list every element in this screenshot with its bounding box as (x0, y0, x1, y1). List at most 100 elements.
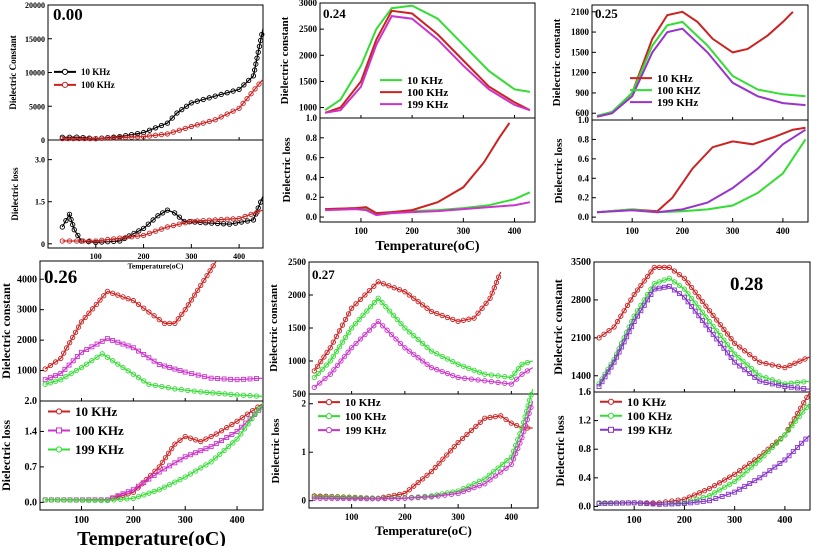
loss-data-point (747, 481, 753, 486)
eps-data-point (188, 100, 194, 106)
eps-series-line-0 (598, 266, 811, 369)
loss-data-point (329, 495, 335, 502)
loss-data-point (487, 477, 493, 483)
eps-data-point (644, 273, 651, 280)
loss-data-point (620, 500, 625, 506)
loss-data-point (440, 456, 446, 462)
loss-series-line-0 (45, 403, 264, 501)
loss-data-point (778, 436, 784, 442)
loss-data-point (752, 478, 758, 484)
eps-data-point (99, 338, 105, 344)
loss-tick-label: 0.8 (578, 134, 590, 144)
eps-data-point (661, 284, 667, 290)
eps-data-point (732, 340, 738, 346)
loss-data-point (244, 411, 251, 417)
eps-data-point (757, 378, 763, 384)
temperature-unit-text: (oC) (447, 523, 472, 538)
loss-data-point (711, 483, 718, 489)
loss-data-point (208, 433, 214, 440)
loss-tick-label: 1.2 (579, 416, 592, 427)
loss-data-point (519, 435, 525, 441)
legend-marker (325, 427, 333, 434)
loss-data-point (777, 461, 783, 466)
eps-data-point (601, 331, 607, 337)
loss-tick-label: 0.0 (578, 212, 590, 222)
eps-data-point (201, 277, 207, 284)
eps-tick-label: 1400 (571, 371, 591, 382)
loss-data-point (525, 403, 531, 409)
loss-data-point (363, 496, 370, 502)
loss-data-point (317, 495, 323, 501)
composition-label: 0.28 (730, 274, 763, 295)
eps-data-point (167, 365, 173, 370)
eps-data-point (621, 339, 627, 345)
legend-label: 10 KHz (627, 395, 667, 409)
eps-data-point (483, 300, 489, 306)
eps-data-point (360, 312, 366, 318)
eps-data-point (58, 371, 64, 377)
eps-data-point (135, 374, 142, 381)
loss-data-point (234, 418, 240, 424)
eps-data-point (195, 372, 201, 378)
eps-data-point (174, 110, 180, 116)
eps-data-point (491, 285, 497, 291)
eps-data-point (390, 312, 397, 318)
eps-tick-label: 1000 (288, 356, 307, 366)
eps-data-point (182, 307, 188, 313)
eps-data-point (345, 349, 351, 355)
eps-data-point (130, 297, 136, 304)
loss-data-point (700, 498, 706, 504)
loss-data-point (70, 221, 76, 228)
eps-tick-label: 2100 (571, 333, 591, 344)
eps-data-point (599, 379, 605, 385)
loss-tick-label: 0 (41, 240, 45, 249)
loss-data-point (803, 404, 810, 410)
loss-data-point (146, 490, 152, 496)
eps-data-point (253, 61, 259, 67)
loss-data-point (161, 484, 168, 490)
eps-data-point (164, 131, 171, 137)
loss-data-point (757, 475, 763, 481)
loss-plot-frame (319, 117, 536, 223)
eps-data-point (146, 355, 152, 361)
eps-data-point (104, 336, 110, 342)
legend-label: 100 KHz (407, 87, 448, 99)
x-tick-label: 300 (178, 515, 193, 526)
eps-series-line-0 (44, 260, 217, 370)
eps-data-point (194, 98, 200, 104)
eps-data-point (775, 379, 782, 385)
loss-data-point (182, 220, 189, 226)
eps-data-point (221, 376, 227, 382)
x-tick-label: 400 (776, 226, 790, 236)
eps-data-point (218, 114, 224, 120)
loss-data-point (761, 453, 767, 459)
eps-data-point (519, 371, 525, 377)
eps-data-point (471, 315, 477, 321)
eps-data-point (109, 290, 116, 296)
loss-data-point (170, 222, 177, 229)
eps-data-point (721, 337, 727, 343)
loss-data-point (772, 464, 778, 470)
eps-data-point (728, 335, 734, 342)
eps-series-line-0 (313, 271, 502, 372)
eps-data-point (402, 325, 408, 331)
loss-data-point (388, 495, 395, 502)
eps-data-point (179, 106, 185, 113)
eps-data-point (371, 283, 377, 289)
eps-data-point (641, 302, 647, 308)
loss-data-point (156, 469, 162, 475)
loss-data-point (136, 483, 141, 489)
loss-tick-label: 0.2 (306, 192, 318, 202)
x-tick-label: 100 (90, 252, 102, 261)
loss-data-point (218, 428, 225, 434)
eps-data-point (638, 302, 644, 308)
loss-data-point (473, 423, 479, 429)
loss-data-point (737, 468, 743, 474)
loss-data-point (696, 490, 703, 496)
loss-data-point (198, 448, 204, 454)
loss-data-point (716, 487, 723, 493)
eps-data-point (502, 380, 508, 386)
eps-data-point (152, 125, 159, 131)
loss-data-point (713, 496, 719, 502)
loss-data-point (732, 489, 738, 495)
